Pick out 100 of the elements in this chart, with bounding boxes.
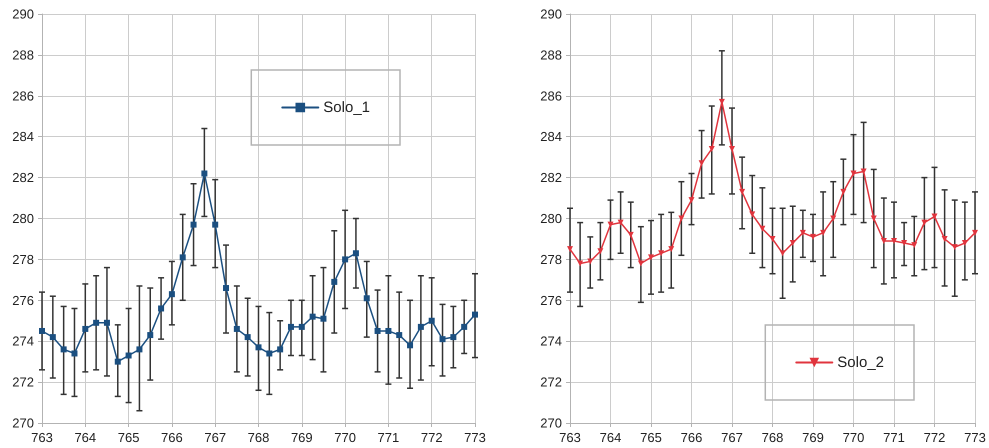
x-tick-label: 765 bbox=[118, 430, 140, 445]
point bbox=[147, 332, 154, 338]
point bbox=[668, 246, 674, 252]
x-tick-label: 765 bbox=[640, 430, 662, 445]
point bbox=[759, 226, 766, 232]
point bbox=[648, 254, 654, 260]
x-tick-label: 764 bbox=[600, 430, 622, 445]
y-tick-label: 286 bbox=[540, 88, 562, 104]
point bbox=[628, 232, 634, 238]
y-tick-label: 270 bbox=[540, 416, 562, 430]
point bbox=[830, 216, 836, 222]
point bbox=[911, 242, 918, 248]
point bbox=[800, 230, 806, 236]
y-tick-label: 284 bbox=[12, 129, 34, 144]
y-tick-label: 282 bbox=[540, 170, 562, 186]
x-tick-label: 766 bbox=[680, 430, 702, 445]
y-tick-label: 286 bbox=[12, 88, 34, 104]
point bbox=[331, 278, 338, 285]
x-tick-label: 764 bbox=[74, 430, 96, 445]
point bbox=[234, 326, 240, 332]
y-tick-label: 272 bbox=[12, 374, 34, 390]
point bbox=[810, 234, 816, 240]
point bbox=[972, 230, 978, 236]
point bbox=[450, 334, 456, 340]
point bbox=[567, 246, 573, 252]
point bbox=[698, 160, 705, 166]
point bbox=[962, 240, 968, 246]
point bbox=[168, 291, 175, 298]
point bbox=[770, 236, 776, 242]
point bbox=[618, 220, 624, 226]
y-tick-label: 282 bbox=[12, 170, 34, 186]
y-tick-label: 288 bbox=[12, 47, 34, 62]
x-tick-label: 768 bbox=[248, 430, 270, 445]
point bbox=[461, 324, 468, 330]
x-tick-label: 773 bbox=[464, 430, 486, 445]
point bbox=[71, 350, 78, 356]
y-tick-label: 280 bbox=[12, 211, 34, 226]
y-tick-label: 278 bbox=[12, 252, 34, 267]
point bbox=[190, 222, 197, 228]
point bbox=[396, 332, 402, 338]
y-tick-label: 290 bbox=[540, 6, 562, 22]
x-tick-label: 772 bbox=[420, 430, 443, 445]
x-tick-label: 770 bbox=[334, 430, 356, 445]
point bbox=[364, 295, 370, 302]
x-tick-label: 771 bbox=[378, 430, 400, 445]
y-tick-label: 274 bbox=[12, 334, 34, 349]
point bbox=[729, 146, 735, 152]
point bbox=[850, 170, 856, 177]
point bbox=[201, 170, 208, 177]
y-tick-label: 280 bbox=[540, 211, 562, 226]
x-tick-label: 769 bbox=[802, 430, 824, 445]
y-tick-label: 278 bbox=[540, 252, 562, 267]
point bbox=[310, 314, 316, 320]
point bbox=[180, 254, 186, 260]
point bbox=[820, 230, 826, 236]
point bbox=[320, 316, 326, 322]
y-tick-label: 284 bbox=[540, 129, 562, 144]
point bbox=[749, 211, 756, 218]
x-tick-label: 766 bbox=[161, 430, 183, 445]
point bbox=[608, 222, 614, 228]
point bbox=[104, 320, 110, 326]
y-tick-label: 288 bbox=[540, 47, 562, 62]
x-tick-label: 771 bbox=[883, 430, 905, 445]
point bbox=[50, 334, 56, 340]
x-tick-label: 767 bbox=[204, 430, 226, 445]
point bbox=[212, 222, 218, 228]
x-tick-label: 773 bbox=[964, 430, 986, 445]
point bbox=[352, 250, 359, 256]
point bbox=[223, 285, 230, 292]
point bbox=[597, 248, 604, 254]
point bbox=[428, 318, 435, 324]
point bbox=[840, 188, 846, 195]
point bbox=[158, 305, 164, 312]
point bbox=[136, 346, 142, 352]
point bbox=[921, 220, 928, 226]
point bbox=[288, 324, 294, 330]
point bbox=[891, 238, 897, 244]
point bbox=[658, 250, 664, 256]
x-tick-label: 772 bbox=[924, 430, 946, 445]
legend-label: Solo_2 bbox=[837, 354, 884, 371]
point bbox=[860, 168, 867, 174]
point bbox=[932, 213, 938, 220]
point bbox=[688, 197, 694, 204]
y-tick-label: 272 bbox=[540, 374, 562, 390]
point bbox=[298, 324, 305, 330]
point bbox=[60, 346, 67, 352]
x-tick-label: 768 bbox=[762, 430, 784, 445]
x-tick-label: 767 bbox=[721, 430, 743, 445]
point bbox=[472, 312, 478, 318]
point bbox=[418, 324, 424, 330]
x-tick-label: 763 bbox=[31, 430, 53, 445]
legend-label: Solo_1 bbox=[323, 99, 370, 116]
point bbox=[277, 346, 284, 352]
y-tick-label: 270 bbox=[12, 416, 34, 430]
point bbox=[577, 260, 584, 266]
x-tick-label: 770 bbox=[842, 430, 864, 445]
y-tick-label: 290 bbox=[12, 6, 34, 22]
point bbox=[126, 352, 132, 359]
point bbox=[952, 244, 958, 250]
x-tick-label: 769 bbox=[290, 430, 313, 445]
